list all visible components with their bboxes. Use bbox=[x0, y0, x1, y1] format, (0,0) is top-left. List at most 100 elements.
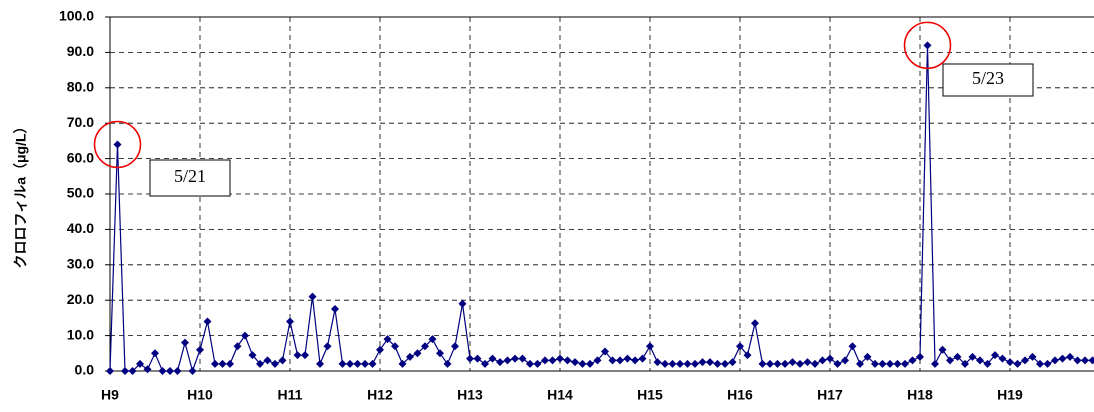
marker bbox=[616, 356, 624, 365]
y-tick-label: 30.0 bbox=[67, 256, 94, 272]
marker bbox=[218, 359, 227, 368]
marker bbox=[728, 358, 737, 367]
marker bbox=[368, 359, 377, 368]
marker bbox=[968, 352, 977, 361]
marker bbox=[211, 359, 219, 368]
marker bbox=[121, 367, 129, 375]
marker bbox=[278, 356, 287, 365]
marker bbox=[751, 319, 759, 328]
marker bbox=[143, 365, 152, 374]
marker bbox=[661, 359, 669, 368]
marker bbox=[301, 351, 309, 360]
marker bbox=[151, 349, 159, 358]
marker bbox=[338, 359, 347, 368]
marker bbox=[871, 359, 879, 368]
marker bbox=[781, 359, 789, 368]
annotation: 5/23 bbox=[972, 68, 1004, 88]
marker bbox=[811, 359, 819, 368]
marker bbox=[443, 359, 452, 368]
y-tick-label: 50.0 bbox=[67, 185, 94, 201]
y-tick-label: 70.0 bbox=[67, 114, 94, 130]
marker bbox=[1073, 356, 1082, 365]
y-tick-label: 40.0 bbox=[67, 220, 94, 236]
marker bbox=[1088, 356, 1094, 365]
marker bbox=[646, 342, 654, 351]
marker bbox=[1021, 356, 1029, 365]
marker bbox=[128, 367, 137, 375]
marker bbox=[541, 356, 549, 365]
highlight-circle bbox=[903, 21, 952, 70]
marker bbox=[361, 359, 369, 368]
y-tick-label: 20.0 bbox=[67, 291, 94, 307]
x-tick-label: H19 bbox=[997, 387, 1023, 403]
marker bbox=[931, 359, 939, 368]
marker bbox=[1081, 356, 1089, 365]
x-tick-label: H14 bbox=[547, 387, 573, 403]
marker bbox=[893, 359, 902, 368]
marker bbox=[856, 359, 864, 368]
marker bbox=[556, 354, 564, 363]
marker bbox=[196, 345, 204, 354]
annotation: 5/21 bbox=[174, 166, 206, 186]
marker bbox=[481, 359, 489, 368]
marker bbox=[961, 359, 969, 368]
marker bbox=[263, 356, 272, 365]
marker bbox=[571, 358, 579, 367]
marker bbox=[473, 354, 482, 363]
y-tick-label: 0.0 bbox=[75, 362, 95, 378]
marker bbox=[241, 331, 249, 340]
marker bbox=[548, 356, 557, 365]
marker bbox=[788, 358, 797, 367]
marker bbox=[226, 359, 234, 368]
marker bbox=[826, 354, 834, 363]
marker bbox=[563, 356, 572, 365]
marker bbox=[256, 359, 264, 368]
marker bbox=[841, 356, 849, 365]
x-tick-label: H11 bbox=[278, 387, 303, 403]
x-tick-label: H17 bbox=[817, 387, 843, 403]
marker bbox=[158, 367, 167, 375]
marker bbox=[488, 354, 497, 363]
marker bbox=[376, 345, 384, 354]
marker bbox=[773, 359, 782, 368]
x-tick-label: H13 bbox=[457, 387, 483, 403]
marker bbox=[691, 359, 699, 368]
marker bbox=[113, 140, 122, 149]
marker bbox=[526, 359, 534, 368]
marker bbox=[991, 351, 999, 360]
marker bbox=[136, 359, 144, 368]
marker bbox=[923, 41, 932, 50]
marker bbox=[623, 354, 632, 363]
marker bbox=[863, 352, 872, 361]
marker bbox=[901, 359, 909, 368]
marker bbox=[383, 335, 392, 344]
highlight-circle bbox=[93, 120, 142, 169]
marker bbox=[436, 349, 444, 358]
marker bbox=[458, 299, 467, 308]
marker bbox=[878, 359, 887, 368]
marker bbox=[706, 358, 714, 367]
marker bbox=[518, 354, 527, 363]
marker bbox=[916, 352, 924, 361]
marker bbox=[1066, 352, 1074, 361]
x-tick-label: H12 bbox=[367, 387, 393, 403]
marker bbox=[428, 335, 437, 344]
marker bbox=[698, 358, 707, 367]
y-tick-label: 80.0 bbox=[67, 79, 94, 95]
marker bbox=[1051, 356, 1059, 365]
marker bbox=[721, 359, 729, 368]
marker bbox=[638, 354, 647, 363]
marker bbox=[743, 351, 752, 360]
marker bbox=[803, 358, 812, 367]
marker bbox=[1006, 358, 1014, 367]
marker bbox=[758, 359, 767, 368]
marker bbox=[848, 342, 857, 351]
marker bbox=[233, 342, 242, 351]
marker bbox=[533, 359, 542, 368]
marker bbox=[578, 359, 587, 368]
marker bbox=[713, 359, 722, 368]
marker bbox=[998, 354, 1007, 363]
x-tick-label: H18 bbox=[907, 387, 933, 403]
marker bbox=[496, 358, 504, 367]
